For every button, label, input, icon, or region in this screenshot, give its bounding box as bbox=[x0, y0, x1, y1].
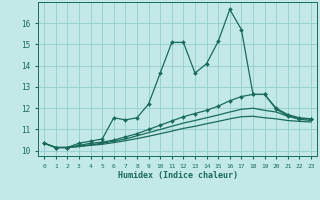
X-axis label: Humidex (Indice chaleur): Humidex (Indice chaleur) bbox=[118, 171, 238, 180]
